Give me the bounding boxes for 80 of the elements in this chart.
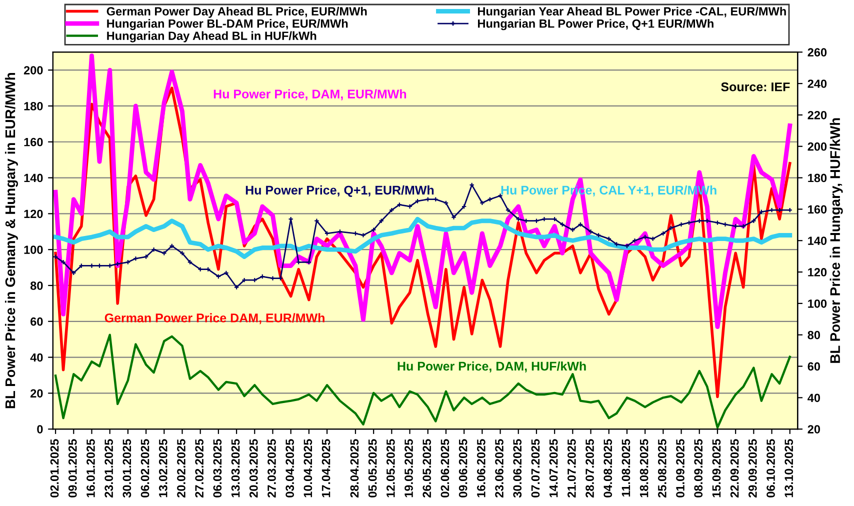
x-tick-label: 14.07.2025 <box>549 439 558 498</box>
line-series <box>53 53 792 329</box>
y-tick-label: 200 <box>24 66 43 74</box>
x-tick-label: 01.09.2025 <box>676 439 684 498</box>
x-tick-label: 23.01.2025 <box>104 439 114 498</box>
y2-tick-label: 200 <box>808 142 827 151</box>
x-tick-label: 13.02.2025 <box>158 439 168 498</box>
annotation: Hu Power Price, Q+1, EUR/MWh <box>246 185 434 197</box>
x-tick-label: 13.03.2025 <box>231 439 240 498</box>
y2-tick-label: 220 <box>808 110 827 120</box>
x-tick-label: 07.07.2025 <box>531 439 540 498</box>
x-tick-label: 06.02.2025 <box>140 439 150 498</box>
y-tick-label: 100 <box>24 246 43 254</box>
y-tick-label: 40 <box>30 353 43 362</box>
x-tick-label: 11.08.2025 <box>622 439 630 496</box>
line-series <box>53 216 792 259</box>
y2-tick-label: 80 <box>808 330 820 340</box>
x-tick-label: 15.09.2025 <box>712 439 721 498</box>
y-tick-label: 20 <box>30 389 43 398</box>
x-tick-label: 27.02.2025 <box>195 439 204 498</box>
x-tick-label: 30.01.2025 <box>122 439 132 498</box>
y2-tick-label: 120 <box>808 268 827 276</box>
legend-label: Hungarian Power BL-DAM Price, EUR/MWh <box>107 19 348 30</box>
x-tick-label: 29.09.2025 <box>748 439 757 498</box>
y-tick-label: 60 <box>30 317 43 326</box>
y2-tick-label: 100 <box>808 299 827 308</box>
x-tick-label: 28.04.2025 <box>350 439 359 498</box>
y-tick-label: 0 <box>37 425 43 434</box>
annotation: German Power Price DAM, EUR/MWh <box>104 313 324 324</box>
x-tick-label: 16.06.2025 <box>476 439 486 498</box>
x-tick-label: 13.10.2025 <box>784 439 794 498</box>
x-tick-label: 27.03.2025 <box>268 439 276 498</box>
x-tick-label: 04.08.2025 <box>604 439 612 498</box>
y2-axis-title: BL Power Price in Hungary, HUF/kWh <box>830 118 843 363</box>
x-tick-label: 22.09.2025 <box>730 439 739 498</box>
x-tick-label: 26.05.2025 <box>422 439 432 498</box>
y-tick-label: 140 <box>24 174 43 182</box>
legend-label: Hungarian Year Ahead BL Power Price -CAL, EUR/MWh <box>478 6 786 18</box>
y2-tick-label: 40 <box>808 394 820 402</box>
x-tick-label: 06.03.2025 <box>213 439 222 498</box>
x-tick-label: 08.09.2025 <box>694 439 703 498</box>
y2-tick-label: 240 <box>808 80 827 88</box>
x-tick-label: 28.07.2025 <box>586 439 594 498</box>
x-tick-label: 09.01.2025 <box>68 439 77 498</box>
y2-tick-label: 60 <box>808 362 820 371</box>
y2-tick-label: 140 <box>808 236 827 245</box>
x-tick-label: 10.04.2025 <box>304 439 312 498</box>
x-tick-label: 20.02.2025 <box>177 439 186 498</box>
x-tick-label: 23.06.2025 <box>495 439 504 498</box>
line-series <box>54 334 791 429</box>
x-tick-label: 16.01.2025 <box>86 439 95 498</box>
annotation: Hu Power Price, DAM, EUR/MWh <box>214 89 406 100</box>
legend-label: Hungarian BL Power Price, Q+1 EUR/MWh <box>478 19 714 30</box>
x-tick-label: 02.01.2025 <box>50 439 59 498</box>
x-tick-label: 09.06.2025 <box>458 439 468 498</box>
x-tick-label: 12.05.2025 <box>386 439 395 498</box>
x-tick-label: 05.05.2025 <box>368 439 377 498</box>
y2-tick-label: 180 <box>808 174 827 182</box>
x-tick-label: 03.04.2025 <box>286 439 294 498</box>
x-tick-label: 02.06.2025 <box>440 439 450 498</box>
y-tick-label: 80 <box>30 282 43 290</box>
x-tick-label: 25.08.2025 <box>658 439 666 498</box>
x-tick-label: 21.07.2025 <box>567 439 576 498</box>
x-tick-label: 30.06.2025 <box>513 439 522 498</box>
legend-label: Hungarian Day Ahead BL in HUF/kWh <box>107 31 316 42</box>
y-tick-label: 120 <box>24 210 43 218</box>
y-axis-title: BL Power Price in Gemany & Hungary in EUR/MWh <box>4 72 18 408</box>
x-tick-label: 20.03.2025 <box>249 439 258 498</box>
x-tick-label: 17.04.2025 <box>322 439 330 498</box>
annotation: Source: IEF <box>721 82 790 92</box>
y2-tick-label: 20 <box>808 425 820 434</box>
annotation: Hu Power Price, DAM, HUF/kWh <box>398 361 586 372</box>
y-tick-label: 160 <box>24 138 43 146</box>
x-tick-label: 06.10.2025 <box>766 439 775 498</box>
x-tick-label: 19.05.2025 <box>404 439 413 498</box>
y2-tick-label: 160 <box>808 205 827 214</box>
y-tick-label: 180 <box>24 102 43 110</box>
x-tick-label: 18.08.2025 <box>640 439 648 498</box>
legend-label: German Power Day Ahead BL Price, EUR/MWh <box>106 6 367 18</box>
y2-tick-label: 260 <box>808 48 827 57</box>
